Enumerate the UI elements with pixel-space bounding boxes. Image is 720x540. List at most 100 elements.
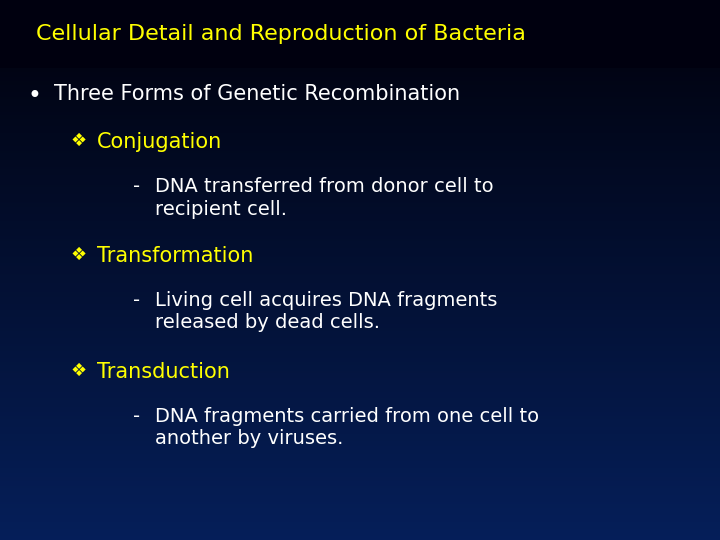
Bar	[0, 513, 720, 515]
Bar	[0, 320, 720, 322]
Text: ❖: ❖	[71, 132, 86, 150]
Bar	[0, 112, 720, 113]
Bar	[0, 282, 720, 285]
Bar	[0, 302, 720, 304]
Bar	[0, 137, 720, 139]
Bar	[0, 285, 720, 286]
Bar	[0, 279, 720, 281]
Bar	[0, 25, 720, 27]
Bar	[0, 340, 720, 342]
Bar	[0, 255, 720, 258]
Bar	[0, 529, 720, 531]
Bar	[0, 146, 720, 147]
Bar	[0, 427, 720, 428]
Bar	[0, 123, 720, 124]
Bar	[0, 535, 720, 536]
Bar	[0, 189, 720, 191]
Bar	[0, 4, 720, 5]
Bar	[0, 198, 720, 200]
Bar	[0, 450, 720, 452]
Bar	[0, 349, 720, 351]
Text: Transduction: Transduction	[97, 362, 230, 382]
Bar	[0, 130, 720, 131]
Bar	[0, 331, 720, 333]
Bar	[0, 309, 720, 312]
Bar	[0, 463, 720, 464]
Bar	[0, 383, 720, 385]
Bar	[0, 522, 720, 524]
Bar	[0, 515, 720, 517]
Bar	[0, 126, 720, 128]
Bar	[0, 416, 720, 417]
Bar	[0, 96, 720, 97]
Bar	[0, 312, 720, 313]
Bar	[0, 376, 720, 378]
Bar	[0, 367, 720, 369]
Bar	[0, 223, 720, 225]
Bar	[0, 142, 720, 144]
Text: •: •	[27, 84, 41, 107]
Bar	[0, 293, 720, 295]
Bar	[0, 164, 720, 166]
Bar	[0, 193, 720, 194]
Bar	[0, 497, 720, 498]
Bar	[0, 434, 720, 436]
Bar	[0, 324, 720, 326]
Bar	[0, 7, 720, 9]
Bar	[0, 218, 720, 220]
Bar	[0, 358, 720, 360]
Bar	[0, 412, 720, 414]
Bar	[0, 488, 720, 490]
Bar	[0, 353, 720, 355]
Bar	[0, 69, 720, 70]
Bar	[0, 74, 720, 76]
Bar	[0, 374, 720, 376]
Bar	[0, 135, 720, 137]
Bar	[0, 315, 720, 317]
Bar	[0, 393, 720, 394]
Bar	[0, 214, 720, 216]
Bar	[0, 322, 720, 324]
Bar	[0, 536, 720, 538]
Bar	[0, 194, 720, 196]
Bar	[0, 113, 720, 115]
Bar	[0, 508, 720, 509]
Bar	[0, 297, 720, 299]
Bar	[0, 441, 720, 443]
Bar	[0, 425, 720, 427]
Text: Living cell acquires DNA fragments
released by dead cells.: Living cell acquires DNA fragments relea…	[155, 291, 498, 332]
Bar	[0, 196, 720, 198]
Bar	[0, 410, 720, 412]
Bar	[0, 133, 720, 135]
Bar	[0, 173, 720, 174]
Bar	[0, 258, 720, 259]
Bar	[0, 306, 720, 308]
Bar	[0, 220, 720, 221]
Bar	[0, 477, 720, 479]
Bar	[0, 205, 720, 207]
Bar	[0, 211, 720, 212]
Text: Cellular Detail and Reproduction of Bacteria: Cellular Detail and Reproduction of Bact…	[36, 24, 526, 44]
Bar	[0, 518, 720, 520]
Bar	[0, 346, 720, 347]
Bar	[0, 185, 720, 187]
Bar	[0, 524, 720, 525]
Bar	[0, 342, 720, 344]
Text: Transformation: Transformation	[97, 246, 253, 266]
Text: DNA fragments carried from one cell to
another by viruses.: DNA fragments carried from one cell to a…	[155, 407, 539, 448]
Bar	[0, 239, 720, 241]
Bar	[0, 420, 720, 421]
Bar	[0, 281, 720, 282]
Bar	[0, 475, 720, 477]
Bar	[0, 464, 720, 466]
Bar	[0, 191, 720, 193]
Bar	[0, 454, 720, 455]
Bar	[0, 93, 720, 96]
Bar	[0, 448, 720, 450]
Bar	[0, 328, 720, 329]
Bar	[0, 245, 720, 247]
Bar	[0, 491, 720, 493]
Bar	[0, 182, 720, 184]
Bar	[0, 83, 720, 85]
Bar	[0, 333, 720, 335]
